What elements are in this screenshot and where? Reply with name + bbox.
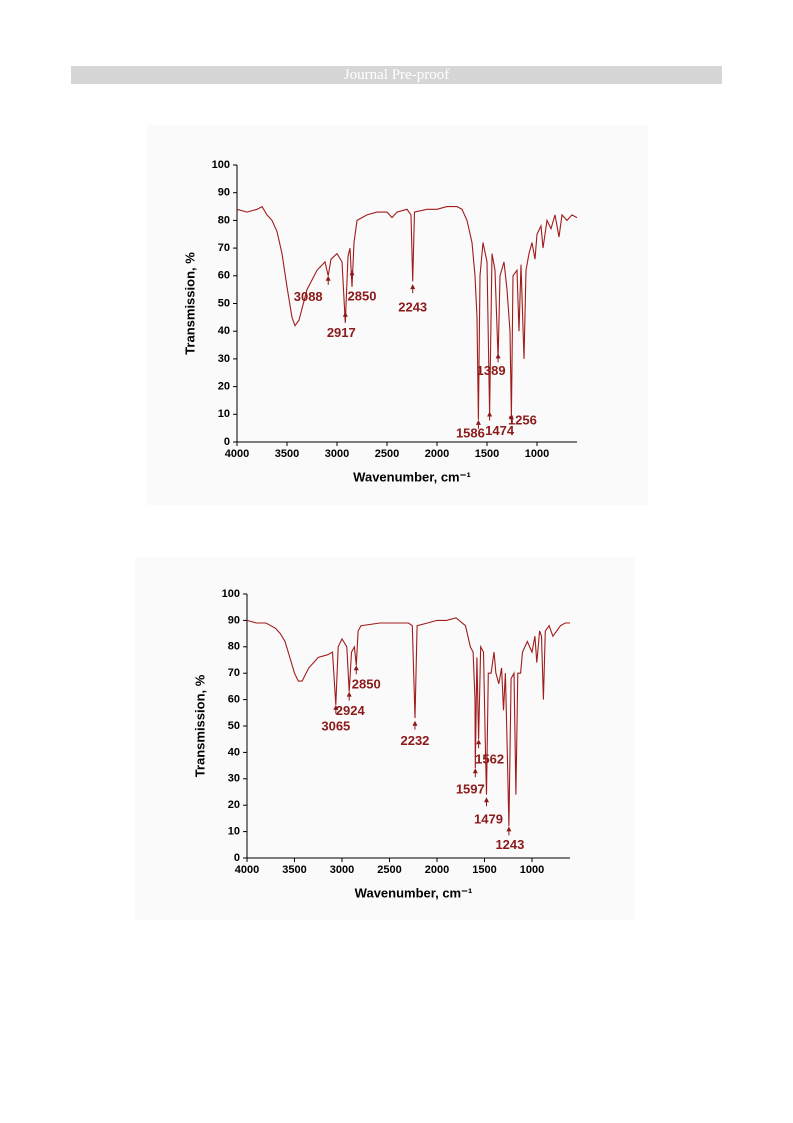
figure-background bbox=[135, 557, 635, 920]
y-tick-label: 60 bbox=[228, 694, 240, 706]
arrow-head bbox=[483, 797, 489, 803]
y-axis-label: Transmission, % bbox=[182, 252, 197, 355]
peak-arrow bbox=[342, 311, 348, 321]
peak-label: 2917 bbox=[327, 325, 356, 340]
peak-arrow bbox=[506, 826, 512, 836]
peak-arrow bbox=[495, 353, 501, 363]
x-tick-label: 2000 bbox=[425, 864, 449, 876]
peak-arrow bbox=[353, 665, 359, 675]
arrow-head bbox=[346, 691, 352, 697]
y-tick-label: 40 bbox=[228, 746, 240, 758]
spectrum-line bbox=[236, 205, 578, 420]
peak-arrow bbox=[508, 414, 514, 424]
peak-arrow bbox=[476, 739, 482, 749]
arrow-head bbox=[476, 739, 482, 745]
peak-label: 2243 bbox=[398, 300, 427, 315]
y-tick-label: 100 bbox=[212, 159, 230, 171]
x-tick-label: 3500 bbox=[282, 864, 306, 876]
peak-label: 2850 bbox=[352, 677, 381, 692]
peak-arrow bbox=[487, 411, 493, 421]
peak-label: 1479 bbox=[474, 812, 503, 827]
peak-label: 1389 bbox=[477, 363, 506, 378]
y-tick-label: 30 bbox=[218, 353, 230, 365]
y-tick-label: 0 bbox=[224, 436, 230, 448]
peak-arrow bbox=[472, 768, 478, 778]
arrow-head bbox=[472, 768, 478, 774]
y-tick-label: 50 bbox=[228, 720, 240, 732]
peak-label: 1597 bbox=[456, 782, 485, 797]
arrow-head bbox=[508, 414, 514, 420]
header-title: Journal Pre-proof bbox=[71, 66, 722, 84]
y-tick-label: 100 bbox=[222, 588, 240, 600]
peak-label: 3088 bbox=[294, 289, 323, 304]
x-tick-label: 3500 bbox=[275, 448, 299, 460]
arrow-head bbox=[487, 411, 493, 417]
y-tick-label: 20 bbox=[228, 799, 240, 811]
x-tick-label: 3000 bbox=[330, 864, 354, 876]
peak-label: 3065 bbox=[321, 718, 350, 733]
peak-label: 2850 bbox=[348, 289, 377, 304]
y-tick-label: 40 bbox=[218, 325, 230, 337]
x-axis-label: Wavenumber, cm⁻¹ bbox=[355, 885, 473, 900]
y-tick-label: 20 bbox=[218, 381, 230, 393]
peak-label: 1474 bbox=[485, 423, 515, 438]
y-tick-label: 0 bbox=[234, 852, 240, 864]
arrow-head bbox=[325, 275, 331, 281]
peak-label: 1586 bbox=[456, 425, 485, 440]
arrow-head bbox=[506, 826, 512, 832]
peak-label: 2924 bbox=[336, 703, 366, 718]
x-axis-label: Wavenumber, cm⁻¹ bbox=[353, 469, 471, 484]
y-tick-label: 10 bbox=[228, 826, 240, 838]
y-tick-label: 70 bbox=[218, 242, 230, 254]
arrow-head bbox=[495, 353, 501, 359]
spectrum-line bbox=[246, 617, 570, 827]
peak-label: 1256 bbox=[508, 413, 537, 428]
peak-arrow bbox=[475, 419, 481, 429]
peak-arrow bbox=[325, 275, 331, 285]
x-tick-label: 2500 bbox=[375, 448, 399, 460]
arrow-head bbox=[353, 665, 359, 671]
peak-arrow bbox=[346, 691, 352, 701]
x-tick-label: 4000 bbox=[235, 864, 259, 876]
y-tick-label: 60 bbox=[218, 270, 230, 282]
y-tick-label: 90 bbox=[218, 187, 230, 199]
arrow-head bbox=[475, 419, 481, 425]
x-tick-label: 1000 bbox=[525, 448, 549, 460]
peak-arrow bbox=[412, 720, 418, 730]
y-tick-label: 70 bbox=[228, 667, 240, 679]
peak-arrow bbox=[410, 284, 416, 294]
y-tick-label: 80 bbox=[218, 214, 230, 226]
peak-arrow bbox=[483, 797, 489, 807]
x-tick-label: 1500 bbox=[472, 864, 496, 876]
arrow-head bbox=[333, 704, 339, 710]
x-tick-label: 1000 bbox=[520, 864, 544, 876]
arrow-head bbox=[410, 284, 416, 290]
x-tick-label: 2000 bbox=[425, 448, 449, 460]
peak-label: 1243 bbox=[495, 837, 524, 852]
x-tick-label: 3000 bbox=[325, 448, 349, 460]
arrow-head bbox=[349, 270, 355, 276]
peak-label: 2232 bbox=[400, 733, 429, 748]
y-tick-label: 50 bbox=[218, 297, 230, 309]
arrow-head bbox=[412, 720, 418, 726]
peak-arrow bbox=[349, 270, 355, 280]
peak-label: 1562 bbox=[475, 752, 504, 767]
y-tick-label: 10 bbox=[218, 408, 230, 420]
peak-arrow bbox=[333, 704, 339, 714]
x-tick-label: 4000 bbox=[225, 448, 249, 460]
x-tick-label: 1500 bbox=[475, 448, 499, 460]
y-tick-label: 80 bbox=[228, 641, 240, 653]
y-tick-label: 30 bbox=[228, 773, 240, 785]
y-tick-label: 90 bbox=[228, 614, 240, 626]
y-axis-label: Transmission, % bbox=[192, 674, 207, 777]
arrow-head bbox=[342, 311, 348, 317]
x-tick-label: 2500 bbox=[377, 864, 401, 876]
